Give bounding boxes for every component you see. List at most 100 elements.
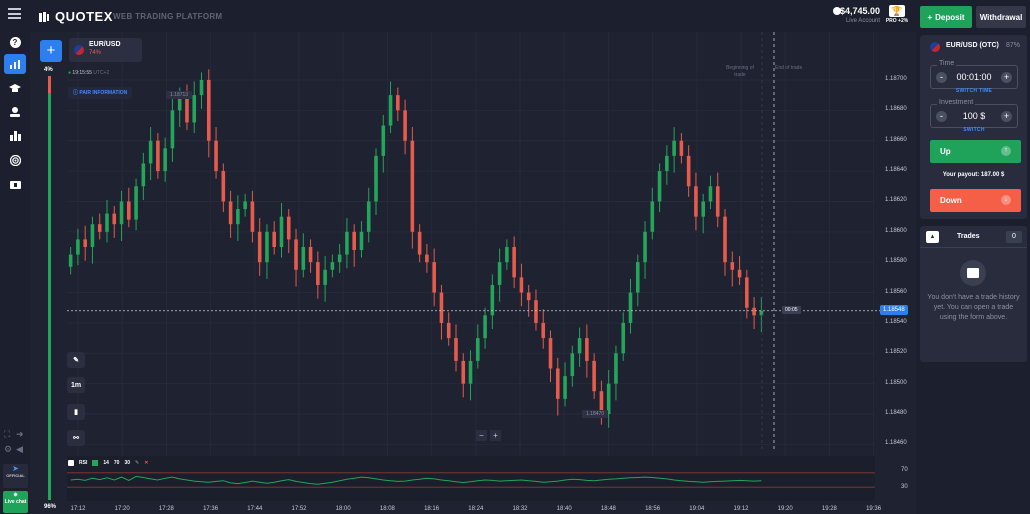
candle-body	[526, 292, 531, 301]
sentiment-bottom: 96%	[44, 504, 57, 510]
y-tick-label: 1.18460	[885, 440, 907, 447]
y-tick-label: 1.18520	[885, 349, 907, 356]
draw-tool-button[interactable]: ✎	[67, 352, 85, 368]
candle-body	[381, 125, 386, 156]
zoom-out-button[interactable]: −	[476, 430, 487, 441]
candle-body	[548, 338, 553, 369]
signal-icon[interactable]	[4, 150, 26, 170]
chart-area[interactable]: + 4% 96% EUR/USD 74% ● 19:15:55 UTC+2 ⓘ …	[30, 32, 916, 514]
candle-body	[679, 140, 684, 156]
candle-body	[396, 95, 400, 111]
candle-body	[752, 307, 756, 316]
trades-count: 0	[1006, 231, 1022, 243]
down-button[interactable]: Down ↓	[930, 189, 1021, 212]
pair-info-label: PAIR INFORMATION	[79, 90, 128, 96]
collapse-trades-button[interactable]: ▲	[926, 231, 939, 243]
candle-body	[68, 254, 73, 267]
candle-body	[330, 262, 335, 270]
candle-body	[643, 231, 647, 263]
investment-value: 100 $	[962, 111, 986, 121]
arrow-up-icon: ↑	[1001, 146, 1011, 156]
x-tick-label: 17:20	[114, 506, 130, 512]
sound-icon[interactable]: ◀	[16, 444, 23, 454]
down-label: Down	[940, 196, 962, 205]
new-chart-button[interactable]: +	[40, 40, 62, 62]
bonus-icon[interactable]	[4, 174, 26, 194]
telegram-button[interactable]: ➤ OFFICIAL	[3, 464, 28, 488]
collapse-icon[interactable]	[68, 460, 74, 466]
up-button[interactable]: Up ↑	[930, 140, 1021, 163]
y-tick-label: 1.18700	[885, 75, 907, 82]
live-chat-button[interactable]: ✷ Live chat	[3, 491, 28, 513]
investment-field[interactable]: Investment - 100 $ + SWITCH	[930, 99, 1018, 133]
education-icon[interactable]	[4, 78, 26, 98]
logout-icon[interactable]: ➜	[16, 429, 24, 439]
pencil-icon: ✎	[73, 357, 79, 364]
pro-badge[interactable]: 🏆 PRO +2%	[885, 5, 909, 27]
time-field[interactable]: Time - 00:01:00 + SWITCH TIME	[930, 60, 1018, 94]
chart-type-button[interactable]: ▮	[67, 404, 85, 420]
candle-body	[425, 254, 429, 263]
candle-body	[759, 310, 764, 316]
timeframe-button[interactable]: 1m	[67, 377, 85, 393]
current-price-label: 1.18548	[880, 305, 908, 315]
end-of-trade-label: End of trade	[775, 65, 803, 71]
online-dot-icon: ●	[68, 70, 72, 76]
candle-body	[665, 155, 669, 172]
candle-body	[294, 239, 298, 270]
account-icon[interactable]	[833, 7, 841, 15]
indicators-button[interactable]: ⚯	[67, 430, 85, 446]
investment-increase-button[interactable]: +	[1001, 111, 1012, 122]
profile-icon[interactable]	[4, 102, 26, 122]
rsi-panel	[67, 456, 875, 501]
candle-body	[156, 140, 160, 172]
candle-body	[250, 201, 255, 232]
bars-icon: ▮	[74, 409, 78, 416]
x-tick-label: 18:00	[335, 506, 351, 512]
candle-body	[701, 201, 705, 217]
edit-icon[interactable]: ✎	[135, 460, 140, 466]
time-value: 19:15:55	[72, 70, 92, 76]
menu-icon[interactable]	[8, 8, 21, 19]
candle-body	[461, 360, 466, 384]
pair-information-button[interactable]: ⓘ PAIR INFORMATION	[68, 87, 133, 99]
candle-body	[577, 338, 582, 354]
candle-body	[410, 140, 415, 232]
sentiment-bar	[48, 76, 51, 500]
switch-link[interactable]: SWITCH	[963, 127, 985, 133]
deposit-button[interactable]: + Deposit	[920, 6, 972, 28]
x-tick-label: 18:48	[600, 506, 616, 512]
top-bar: QUOTEX WEB TRADING PLATFORM $4,745.00 Li…	[0, 0, 916, 32]
switch-time-link[interactable]: SWITCH TIME	[955, 88, 993, 94]
remove-icon[interactable]: ✕	[144, 460, 149, 466]
leaderboard-icon[interactable]	[4, 126, 26, 146]
withdrawal-button[interactable]: Withdrawal	[976, 6, 1026, 28]
candle-body	[286, 216, 291, 240]
pair-selector[interactable]: EUR/USD 74%	[69, 38, 142, 62]
candle-body	[534, 300, 538, 323]
candle-body	[599, 391, 604, 415]
candle-body	[206, 79, 211, 141]
x-tick-label: 17:28	[158, 506, 174, 512]
balance-block[interactable]: $4,745.00 Live Account	[834, 6, 880, 24]
settings-icon[interactable]: ⚙	[4, 444, 13, 454]
investment-decrease-button[interactable]: -	[936, 111, 947, 122]
chart-icon[interactable]	[4, 54, 26, 74]
candle-body	[272, 231, 277, 247]
candle-body	[119, 201, 124, 225]
help-icon[interactable]: ?	[4, 32, 26, 52]
trades-title: Trades	[957, 233, 980, 240]
logo[interactable]: QUOTEX	[38, 9, 113, 24]
time-increase-button[interactable]: +	[1001, 72, 1012, 83]
zoom-in-button[interactable]: +	[490, 430, 501, 441]
fullscreen-icon[interactable]: ⛶	[4, 429, 11, 439]
price-chart[interactable]	[30, 32, 916, 514]
time-decrease-button[interactable]: -	[936, 72, 947, 83]
pair-name: EUR/USD	[89, 41, 121, 48]
candle-body	[745, 277, 749, 308]
rsi-color-swatch	[92, 460, 99, 466]
candle-body	[316, 262, 320, 285]
rsi-upper: 70	[113, 460, 120, 466]
candle-body	[90, 224, 95, 247]
candle-body	[323, 269, 327, 285]
